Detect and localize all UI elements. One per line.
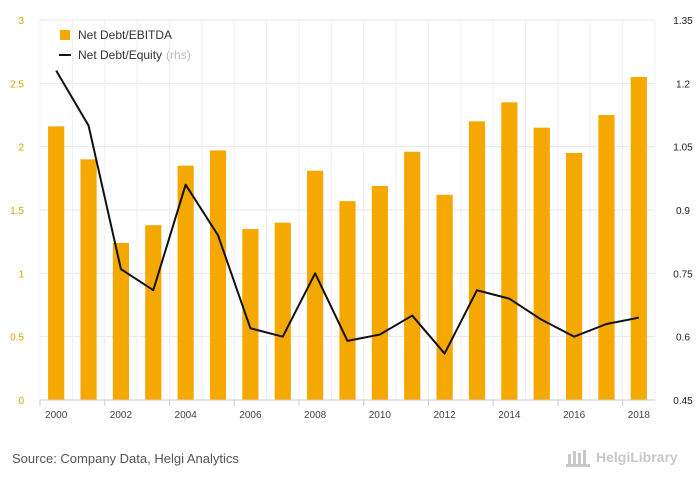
bar-2014 [501,102,518,400]
x-tick-label: 2012 [433,410,456,421]
y-right-tick-label: 1.35 [673,16,693,27]
helgi-library-logo: HelgiLibrary [566,448,691,470]
legend-swatch-ebitda [60,30,70,40]
x-tick-label: 2014 [498,410,521,421]
x-tick-label: 2000 [45,410,68,421]
legend: Net Debt/EBITDA Net Debt/Equity (rhs) [59,28,191,62]
bar-series-net-debt-ebitda [48,77,647,401]
bar-2008 [307,170,324,400]
chart-canvas: 0 0.5 1 1.5 2 2.5 3 0.45 0.6 0.75 0.9 1.05 1.2 1.35 20… [10,16,693,421]
x-tick-label: 2018 [628,410,651,421]
bar-2003 [145,225,162,400]
source-note: Source: Company Data, Helgi Analytics [12,451,239,466]
x-tick-label: 2010 [369,410,392,421]
y-left-tick-label: 3 [18,16,24,27]
legend-label-equity-name: Net Debt/Equity [78,48,162,62]
library-icon [566,450,590,467]
x-tick-label: 2008 [304,410,327,421]
x-tick-label: 2002 [110,410,133,421]
logo-wordmark: HelgiLibrary [596,449,678,465]
y-left-tick-label: 1 [18,269,24,280]
bar-2004 [177,165,194,400]
y-right-tick-label: 0.45 [673,396,693,407]
bar-2017 [598,115,615,400]
x-tick-label: 2016 [563,410,586,421]
bar-2016 [565,153,583,400]
legend-label-ebitda: Net Debt/EBITDA [78,28,172,42]
bar-2007 [274,222,291,400]
bar-2011 [404,151,421,400]
y-left-tick-label: 1.5 [10,206,24,217]
bar-2009 [339,201,356,400]
y-left-tick-label: 2 [18,143,24,154]
y-left-tick-label: 0 [18,396,24,407]
bar-2002 [112,242,130,400]
bar-2018 [630,77,647,400]
y-left-tick-label: 2.5 [10,79,24,90]
bar-2005 [209,150,227,400]
y-left-tick-label: 0.5 [10,333,24,344]
y-right-tick-label: 1.2 [676,79,690,90]
y-right-tick-label: 1.05 [673,143,693,154]
bar-2010 [371,185,388,400]
legend-label-equity-suffix: (rhs) [166,48,191,62]
y-right-tick-label: 0.6 [676,333,690,344]
bar-2001 [80,159,97,400]
bar-2015 [533,127,550,401]
bar-2013 [468,121,486,400]
bar-2000 [48,126,65,401]
x-tick-label: 2006 [239,410,262,421]
y-right-tick-label: 0.9 [676,206,690,217]
bar-2012 [436,194,453,400]
axes: 0 0.5 1 1.5 2 2.5 3 0.45 0.6 0.75 0.9 1.05 1.2 1.35 20… [10,16,693,421]
bar-2006 [242,229,259,400]
legend-label-equity: Net Debt/Equity (rhs) [78,48,191,62]
x-tick-label: 2004 [175,410,198,421]
y-right-tick-label: 0.75 [673,269,693,280]
line-series-net-debt-equity [55,70,640,355]
